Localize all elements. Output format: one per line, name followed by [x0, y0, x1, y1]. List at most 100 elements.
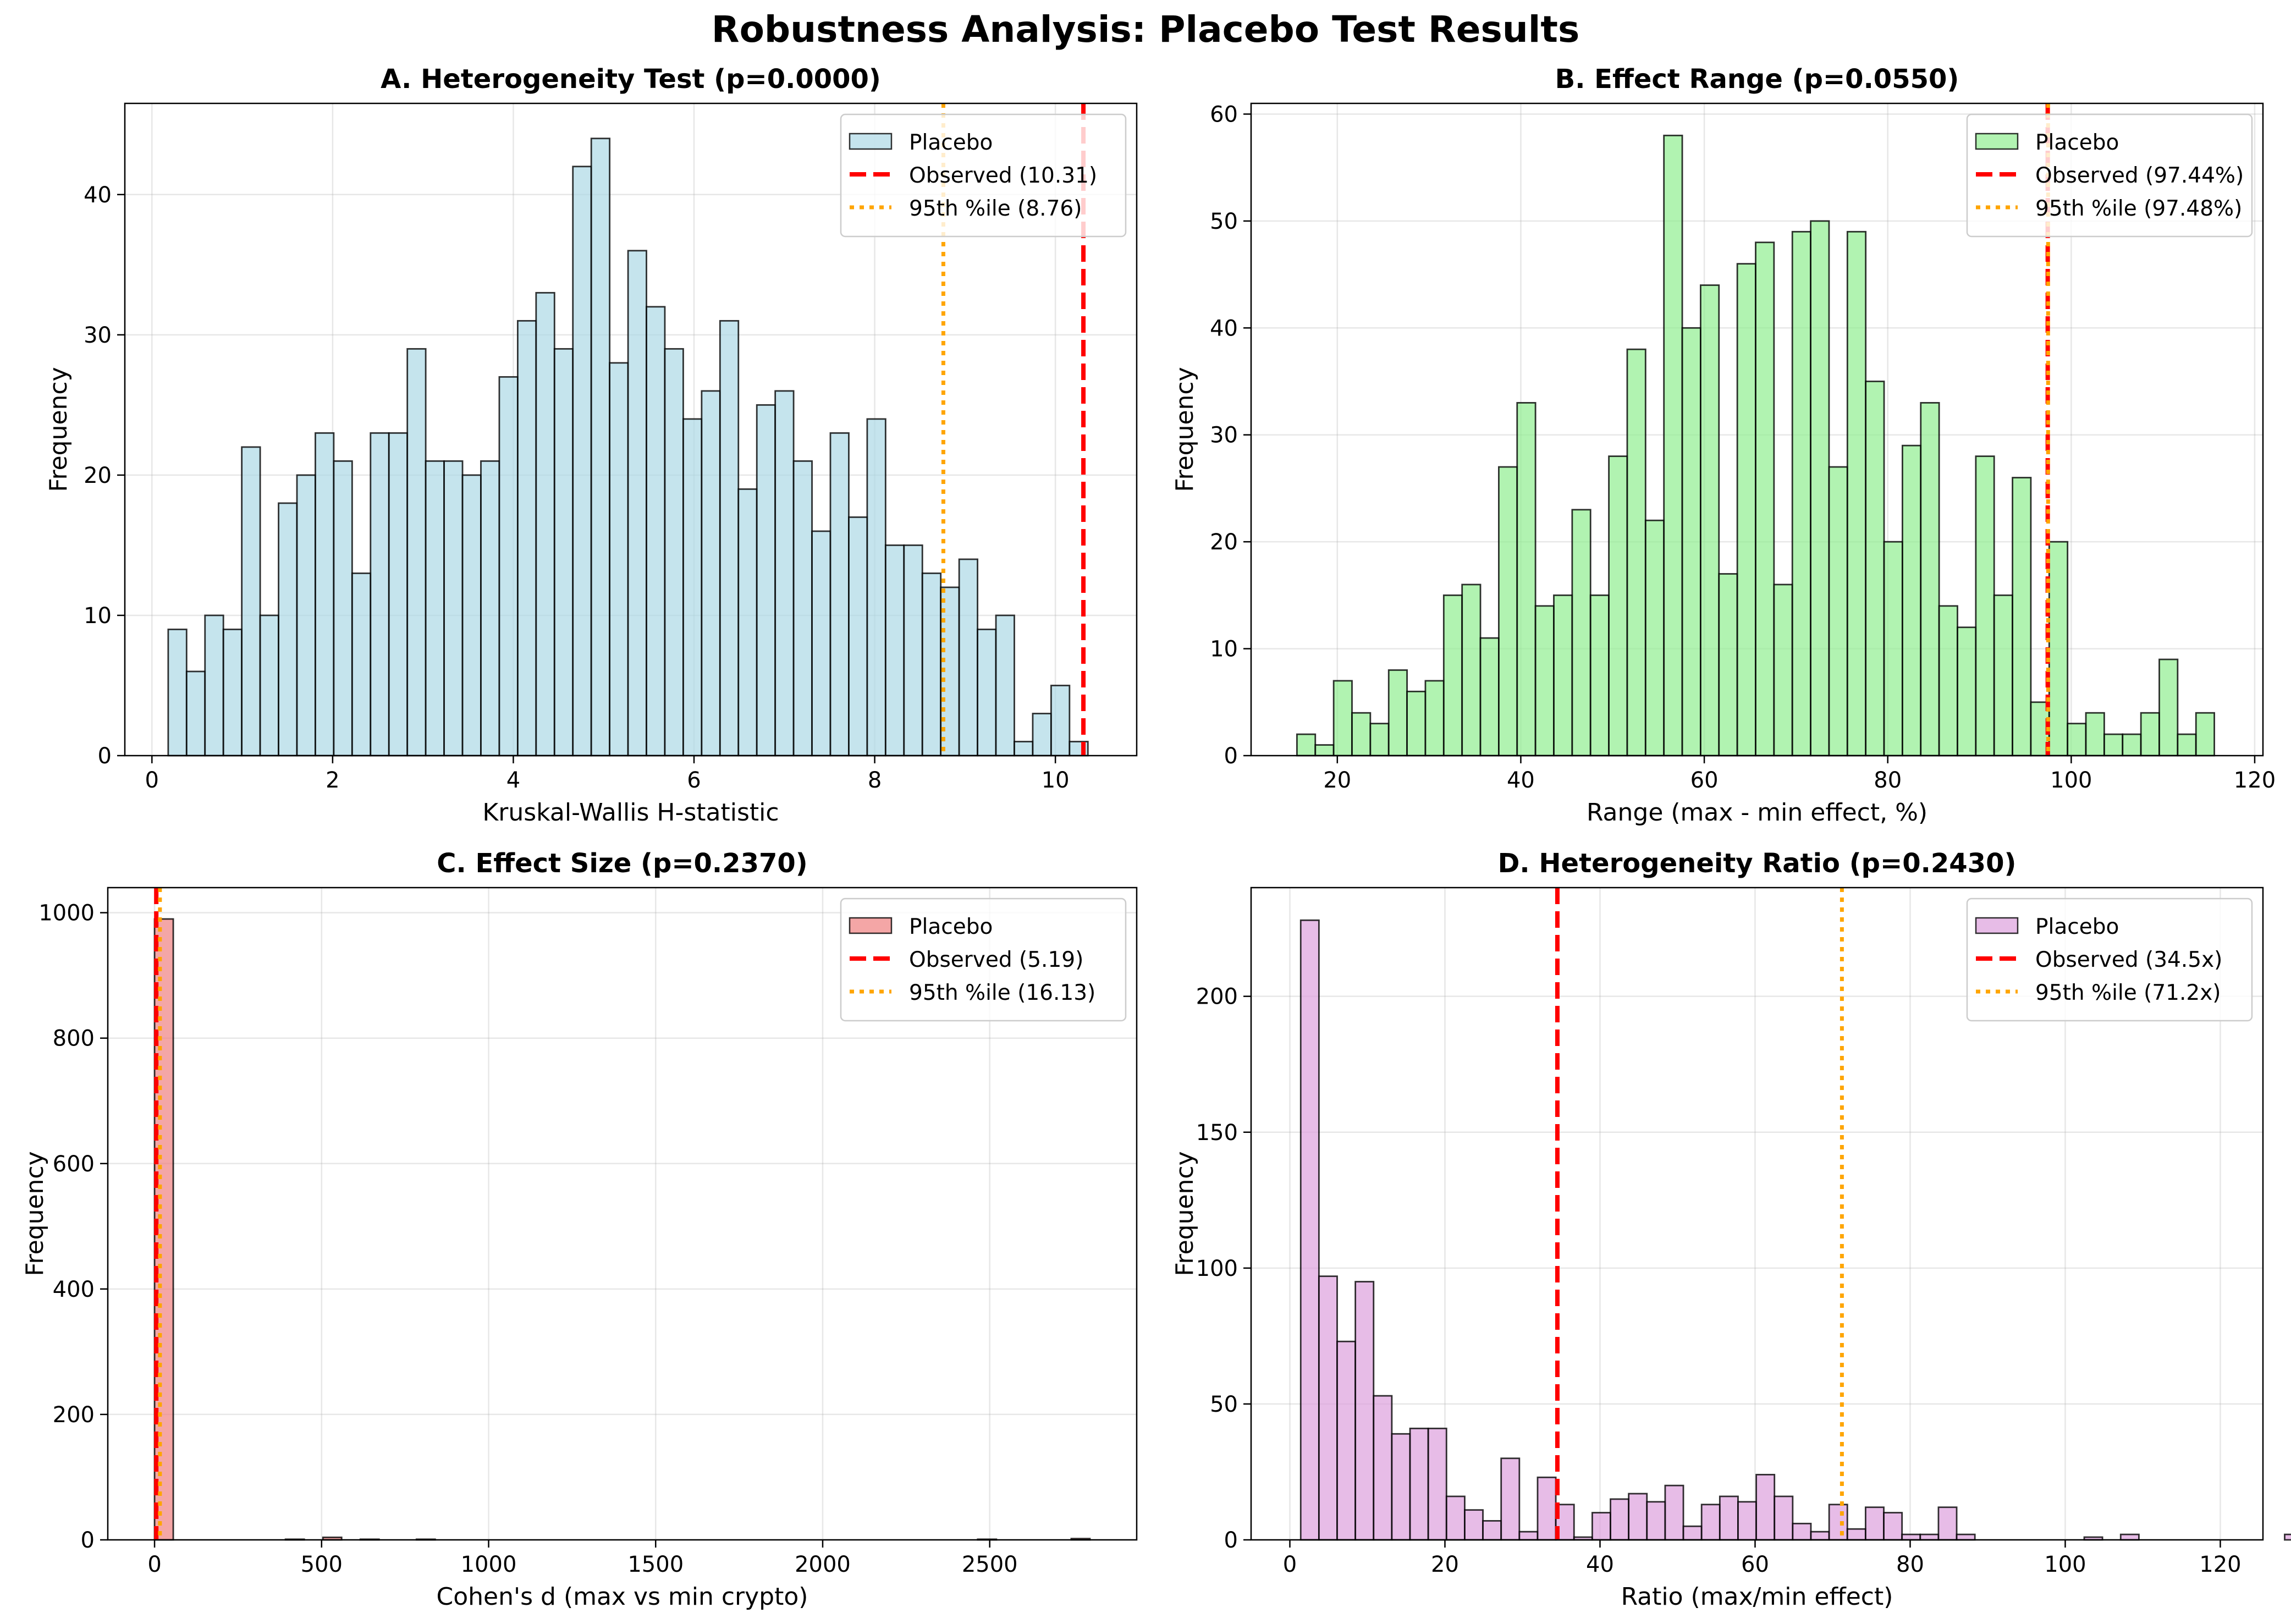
histogram-bar [2140, 712, 2160, 757]
histogram-bar [737, 488, 758, 757]
y-tick-label: 0 [81, 1528, 95, 1553]
histogram-bar [1373, 1395, 1393, 1541]
histogram-bar [1424, 680, 1445, 757]
histogram-bar [1828, 1504, 1848, 1541]
x-tick-label: 2 [326, 768, 339, 793]
histogram-bar [1902, 444, 1922, 757]
histogram-bar [590, 137, 611, 757]
histogram-bar [1865, 381, 1885, 757]
x-axis-label: Range (max - min effect, %) [1587, 799, 1927, 827]
legend-label-placebo: Placebo [909, 130, 993, 155]
y-tick-label: 0 [1224, 744, 1238, 769]
histogram-bar [443, 460, 464, 757]
legend-label-percentile: 95th %ile (97.48%) [2035, 196, 2242, 221]
x-tick-label: 0 [1283, 1552, 1297, 1577]
histogram-bar [2195, 712, 2215, 757]
legend-swatch-placebo [849, 133, 893, 150]
histogram-bar [1427, 1427, 1447, 1541]
x-tick-label: 40 [1507, 768, 1535, 793]
legend: Placebo Observed (10.31) 95th %ile (8.76) [840, 113, 1127, 238]
histogram-bar [1664, 1484, 1684, 1541]
y-axis-label: Frequency [45, 367, 73, 492]
histogram-bar [995, 614, 1015, 757]
histogram-bar [756, 404, 776, 757]
histogram-bar [1314, 744, 1335, 757]
histogram-bar [2067, 723, 2087, 757]
histogram-bar [1920, 401, 1940, 757]
histogram-bar [1700, 1504, 1721, 1541]
histogram-bar [958, 558, 978, 757]
x-tick-label: 60 [1690, 768, 1719, 793]
histogram-bar [701, 390, 721, 757]
x-tick-label: 4 [506, 768, 520, 793]
axes-frame [1250, 102, 2264, 757]
histogram-bar [1919, 1533, 1940, 1541]
histogram-bar [627, 250, 647, 757]
histogram-bar [1846, 230, 1867, 757]
histogram-bar [461, 474, 482, 757]
histogram-bar [1646, 1501, 1666, 1541]
histogram-bar [848, 516, 868, 757]
y-tick-label: 50 [1210, 209, 1238, 234]
axes-frame [1250, 887, 2264, 1541]
histogram-bar [1589, 594, 1610, 757]
legend-swatch-placebo [1975, 917, 2019, 934]
legend-box [840, 113, 1127, 238]
y-tick-label: 1000 [38, 901, 95, 926]
x-tick-label: 0 [147, 1552, 161, 1577]
legend-label-observed: Observed (5.19) [909, 948, 1083, 972]
histogram-bar [1774, 1495, 1794, 1541]
y-tick-label: 60 [1210, 102, 1238, 127]
histogram-bar [2012, 477, 2032, 757]
histogram-bar [553, 348, 574, 757]
histogram-bar [866, 418, 886, 757]
histogram-bar [1644, 519, 1665, 757]
panel-A: 0 2 4 6 8 10 0 10 20 30 40 A. Heterogeneity Test (p… [45, 64, 1138, 827]
histogram-bar [1409, 1427, 1429, 1541]
panel-C: 0 500 1000 1500 2000 2500 0 200 400 600 800 1000 C. … [21, 848, 1138, 1611]
y-tick-label: 10 [84, 603, 112, 629]
histogram-bar [1975, 455, 1995, 757]
histogram-bar [1445, 1495, 1466, 1541]
x-tick-label: 2500 [962, 1552, 1018, 1577]
x-tick-label: 100 [2050, 768, 2092, 793]
panel-title: C. Effect Size (p=0.2370) [437, 848, 807, 879]
y-tick-label: 100 [1196, 1256, 1238, 1281]
legend-label-percentile: 95th %ile (8.76) [909, 196, 1082, 221]
histogram-bar [259, 614, 279, 757]
histogram-bar [1406, 690, 1427, 757]
histogram-bar [1737, 1501, 1757, 1541]
histogram-bar [1681, 327, 1701, 757]
legend-label-observed: Observed (10.31) [909, 163, 1097, 188]
x-axis-label: Cohen's d (max vs min crypto) [437, 1583, 808, 1611]
histogram-bar [1369, 723, 1390, 757]
histogram-bar [921, 572, 942, 757]
y-axis-label: Frequency [1171, 367, 1199, 492]
histogram-bar [1663, 134, 1683, 757]
histogram-bar [1610, 1498, 1630, 1541]
x-tick-label: 1000 [461, 1552, 517, 1577]
histogram-bar [1719, 1495, 1739, 1541]
legend-box [840, 898, 1127, 1022]
histogram-bar [1050, 685, 1071, 757]
x-axis-label: Kruskal-Wallis H-statistic [482, 799, 779, 827]
histogram-bar [1626, 348, 1646, 757]
legend-label-observed: Observed (97.44%) [2035, 163, 2244, 188]
histogram-bar [1332, 680, 1353, 757]
x-tick-label: 1500 [627, 1552, 684, 1577]
x-tick-label: 100 [2044, 1552, 2086, 1577]
figure-title: Robustness Analysis: Placebo Test Result… [712, 8, 1579, 51]
y-tick-label: 800 [53, 1026, 95, 1052]
histogram-bar [2103, 733, 2124, 757]
panel-B: 20 40 60 80 100 120 0 10 20 30 40 50 60 B. Effect Ran… [1171, 64, 2276, 827]
axes-frame [107, 887, 1138, 1541]
legend-label-placebo: Placebo [2035, 915, 2119, 939]
histogram-bar [884, 544, 905, 757]
y-tick-label: 150 [1196, 1120, 1238, 1146]
histogram-bar [1500, 1457, 1521, 1541]
y-tick-label: 20 [84, 463, 112, 488]
histogram-bar [2085, 712, 2105, 757]
x-tick-label: 60 [1741, 1552, 1769, 1577]
histogram-bar [1442, 594, 1463, 757]
